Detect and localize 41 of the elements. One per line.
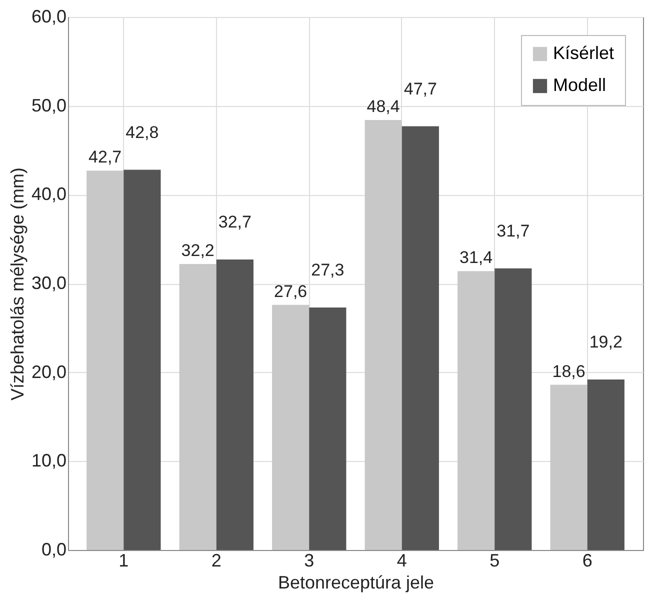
bar	[458, 271, 495, 550]
data-label: 47,7	[404, 79, 437, 98]
bar	[272, 304, 310, 550]
x-tick-label: 3	[304, 550, 314, 570]
data-label: 31,7	[496, 221, 530, 240]
y-tick-label: 50,0	[31, 95, 66, 116]
data-label: 32,7	[218, 212, 252, 232]
data-label: 48,4	[366, 97, 400, 116]
data-label: 42,7	[88, 148, 122, 167]
data-label: 32,2	[181, 240, 214, 260]
data-label: 18,6	[552, 362, 586, 381]
y-axis-title: Vízbehatolás mélysége (mm)	[7, 167, 28, 401]
bar	[86, 170, 124, 550]
x-tick-label: 2	[211, 550, 222, 570]
x-tick-label: 5	[490, 550, 500, 570]
bar	[124, 170, 161, 550]
legend-label: Modell	[553, 75, 606, 95]
y-tick-label: 20,0	[31, 362, 66, 382]
y-tick-label: 0,0	[41, 540, 66, 560]
x-tick-label: 4	[396, 550, 407, 570]
data-label: 42,8	[126, 122, 159, 142]
x-tick-label: 6	[582, 550, 592, 570]
y-tick-label: 30,0	[31, 273, 66, 293]
bar	[364, 120, 402, 550]
data-label: 19,2	[589, 332, 622, 352]
y-tick-label: 10,0	[31, 450, 66, 471]
data-label: 27,3	[311, 260, 344, 280]
x-axis-title: Betonreceptúra jele	[278, 572, 434, 592]
data-label: 27,6	[274, 282, 308, 301]
bar	[309, 307, 346, 550]
bar	[550, 384, 588, 550]
y-tick-label: 40,0	[31, 184, 66, 204]
x-tick-label: 1	[118, 550, 129, 570]
bar	[587, 379, 624, 550]
bar	[402, 126, 439, 550]
y-tick-label: 60,0	[31, 6, 66, 26]
data-label: 31,4	[460, 248, 493, 268]
bar	[494, 268, 532, 550]
bar	[179, 264, 216, 550]
bar	[216, 260, 254, 550]
legend-label: Kísérlet	[553, 43, 614, 63]
